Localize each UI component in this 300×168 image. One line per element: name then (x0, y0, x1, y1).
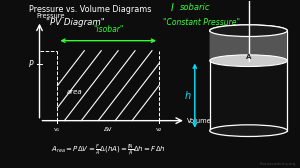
Text: v₂: v₂ (156, 127, 162, 132)
Text: khanacademy.org: khanacademy.org (260, 162, 296, 166)
Text: $A_{rea} = P\Delta V = \frac{F}{A}\Delta(hA)= \frac{F\!\!\!\!/A}{A\!\!\!\!/}\Del: $A_{rea} = P\Delta V = \frac{F}{A}\Delta… (51, 143, 166, 158)
Text: "isobar": "isobar" (93, 25, 123, 34)
Text: "Constant Pressure": "Constant Pressure" (164, 18, 240, 27)
Ellipse shape (210, 125, 287, 136)
Text: I: I (171, 3, 174, 13)
Text: A: A (246, 54, 251, 60)
Ellipse shape (210, 55, 287, 67)
Text: ΔV: ΔV (104, 127, 112, 132)
Text: P: P (29, 59, 34, 69)
Text: "PV Diagram": "PV Diagram" (46, 18, 105, 27)
Bar (210, 31, 287, 131)
Text: sobaric: sobaric (180, 3, 210, 12)
Text: Pressure: Pressure (37, 13, 65, 19)
Ellipse shape (210, 25, 287, 36)
Ellipse shape (210, 25, 287, 36)
Bar (210, 31, 287, 61)
Text: h: h (184, 91, 190, 101)
Text: Volume: Volume (187, 118, 212, 124)
Text: area: area (66, 89, 82, 95)
Text: v₁: v₁ (54, 127, 61, 132)
Text: Pressure vs. Volume Diagrams: Pressure vs. Volume Diagrams (29, 5, 152, 14)
